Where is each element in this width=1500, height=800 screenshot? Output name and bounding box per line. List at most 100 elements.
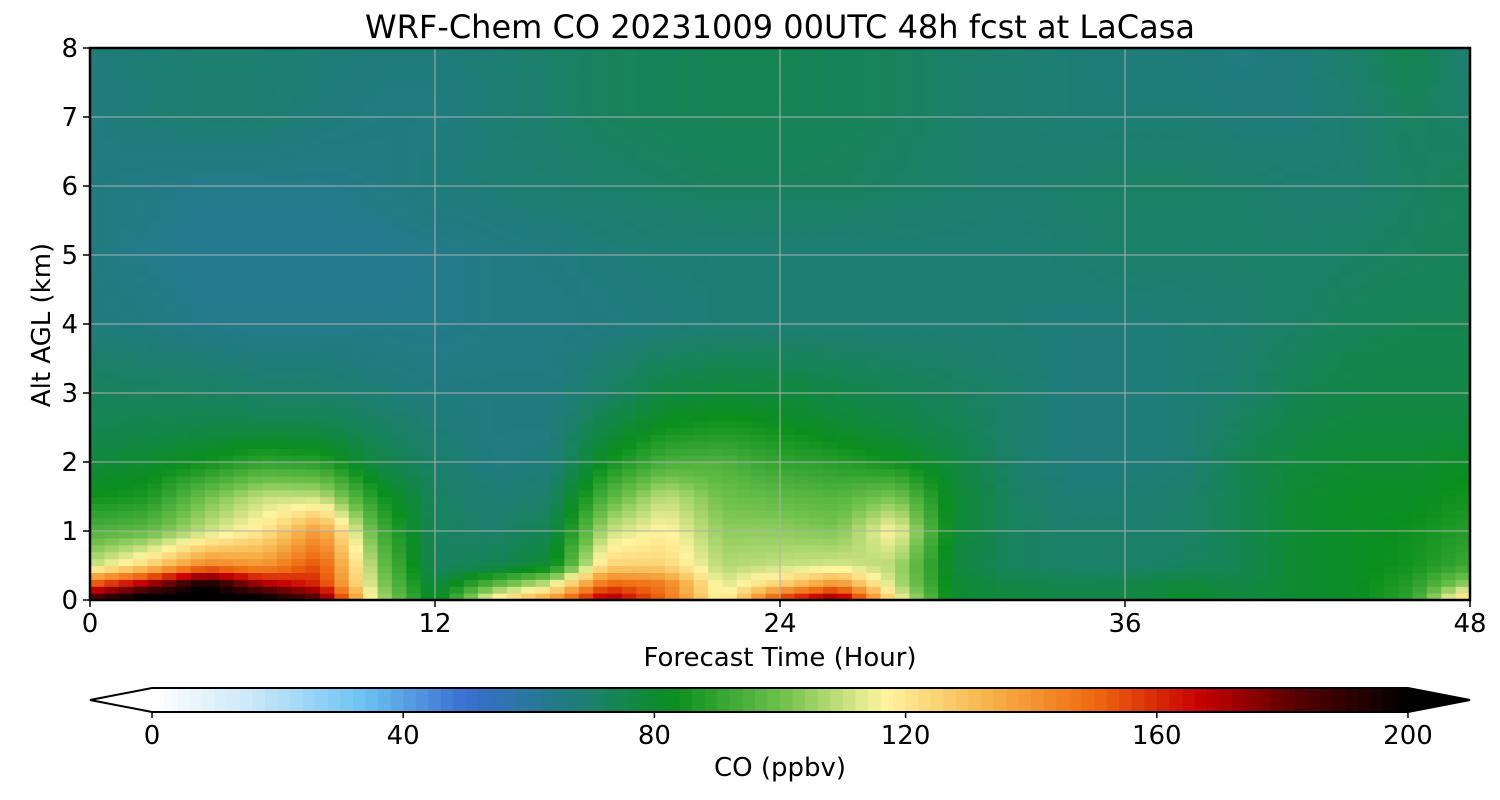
heatmap-cell	[880, 372, 896, 380]
heatmap-cell	[1297, 261, 1313, 270]
heatmap-cell	[320, 303, 335, 311]
heatmap-cell	[449, 468, 465, 477]
heatmap-cell	[348, 579, 364, 587]
heatmap-cell	[1326, 379, 1342, 387]
heatmap-cell	[492, 337, 508, 346]
heatmap-cell	[133, 289, 149, 297]
heatmap-cell	[909, 317, 925, 325]
heatmap-cell	[1081, 572, 1097, 580]
heatmap-cell	[880, 441, 896, 449]
heatmap-cell	[1139, 441, 1155, 449]
heatmap-cell	[420, 586, 436, 594]
heatmap-cell	[334, 261, 350, 270]
heatmap-cell	[147, 296, 163, 304]
heatmap-cell	[133, 282, 149, 291]
heatmap-cell	[679, 399, 695, 408]
heatmap-cell	[952, 544, 968, 553]
heatmap-cell	[1254, 462, 1270, 470]
heatmap-cell	[952, 317, 968, 325]
plot-area	[88, 46, 1472, 602]
heatmap-cell	[880, 482, 896, 491]
heatmap-cell	[751, 289, 767, 297]
heatmap-cell	[636, 261, 652, 270]
heatmap-cell	[765, 399, 781, 408]
heatmap-cell	[1110, 358, 1126, 366]
heatmap-cell	[578, 537, 594, 546]
heatmap-cell	[1398, 399, 1414, 408]
heatmap-cell	[851, 330, 867, 339]
heatmap-cell	[449, 503, 465, 511]
heatmap-cell	[205, 275, 220, 284]
heatmap-cell	[1254, 413, 1270, 422]
heatmap-cell	[104, 441, 120, 449]
heatmap-cell	[1053, 358, 1069, 366]
heatmap-cell	[190, 372, 206, 380]
heatmap-cell	[463, 455, 479, 463]
heatmap-cell	[665, 531, 680, 539]
heatmap-cell	[837, 593, 853, 601]
heatmap-cell	[305, 427, 321, 435]
heatmap-cell	[133, 462, 149, 470]
heatmap-cell	[248, 310, 264, 318]
heatmap-cell	[751, 241, 767, 249]
heatmap-cell	[1268, 441, 1284, 449]
heatmap-cell	[1412, 503, 1428, 511]
heatmap-cell	[463, 462, 479, 470]
heatmap-cell	[938, 489, 954, 498]
heatmap-cell	[607, 324, 623, 332]
heatmap-cell	[492, 413, 508, 422]
heatmap-cell	[708, 558, 724, 567]
heatmap-cell	[736, 241, 752, 249]
heatmap-cell	[147, 551, 163, 560]
heatmap-cell	[923, 531, 939, 539]
heatmap-cell	[1225, 248, 1241, 256]
heatmap-cell	[133, 330, 149, 339]
heatmap-cell	[521, 255, 537, 263]
heatmap-cell	[1024, 537, 1040, 546]
heatmap-cell	[823, 261, 839, 270]
heatmap-cell	[593, 544, 609, 553]
heatmap-cell	[765, 462, 781, 470]
heatmap-cell	[363, 248, 379, 256]
heatmap-cell	[133, 427, 149, 435]
heatmap-cell	[1096, 310, 1112, 318]
heatmap-cell	[722, 517, 738, 525]
heatmap-cell	[1340, 289, 1356, 297]
heatmap-cell	[1340, 261, 1356, 270]
heatmap-cell	[190, 324, 206, 332]
heatmap-cell	[621, 420, 637, 429]
heatmap-cell	[693, 531, 709, 539]
heatmap-cell	[621, 337, 637, 346]
heatmap-cell	[1283, 455, 1299, 463]
heatmap-cell	[578, 475, 594, 484]
heatmap-cell	[190, 427, 206, 435]
heatmap-cell	[276, 393, 292, 401]
heatmap-cell	[981, 317, 997, 325]
heatmap-cell	[895, 406, 910, 415]
heatmap-cell	[823, 537, 839, 546]
heatmap-cell	[205, 399, 220, 408]
heatmap-cell	[550, 406, 565, 415]
heatmap-cell	[1211, 344, 1227, 353]
heatmap-cell	[1268, 317, 1284, 325]
heatmap-cell	[607, 337, 623, 346]
heatmap-cell	[780, 248, 795, 256]
heatmap-cell	[190, 558, 206, 567]
heatmap-cell	[535, 496, 551, 504]
heatmap-cell	[1254, 393, 1270, 401]
heatmap-cell	[1038, 261, 1054, 270]
heatmap-cell	[161, 344, 177, 353]
heatmap-cell	[478, 531, 494, 539]
heatmap-cell	[981, 496, 997, 504]
heatmap-cell	[1311, 551, 1327, 560]
heatmap-cell	[1010, 386, 1025, 394]
heatmap-cell	[909, 420, 925, 429]
heatmap-cell	[377, 475, 393, 484]
heatmap-cell	[1225, 448, 1241, 456]
heatmap-cell	[966, 593, 982, 601]
heatmap-cell	[923, 275, 939, 284]
heatmap-cell	[823, 337, 839, 346]
heatmap-cell	[966, 572, 982, 580]
heatmap-cell	[1125, 296, 1140, 304]
heatmap-cell	[1426, 379, 1442, 387]
